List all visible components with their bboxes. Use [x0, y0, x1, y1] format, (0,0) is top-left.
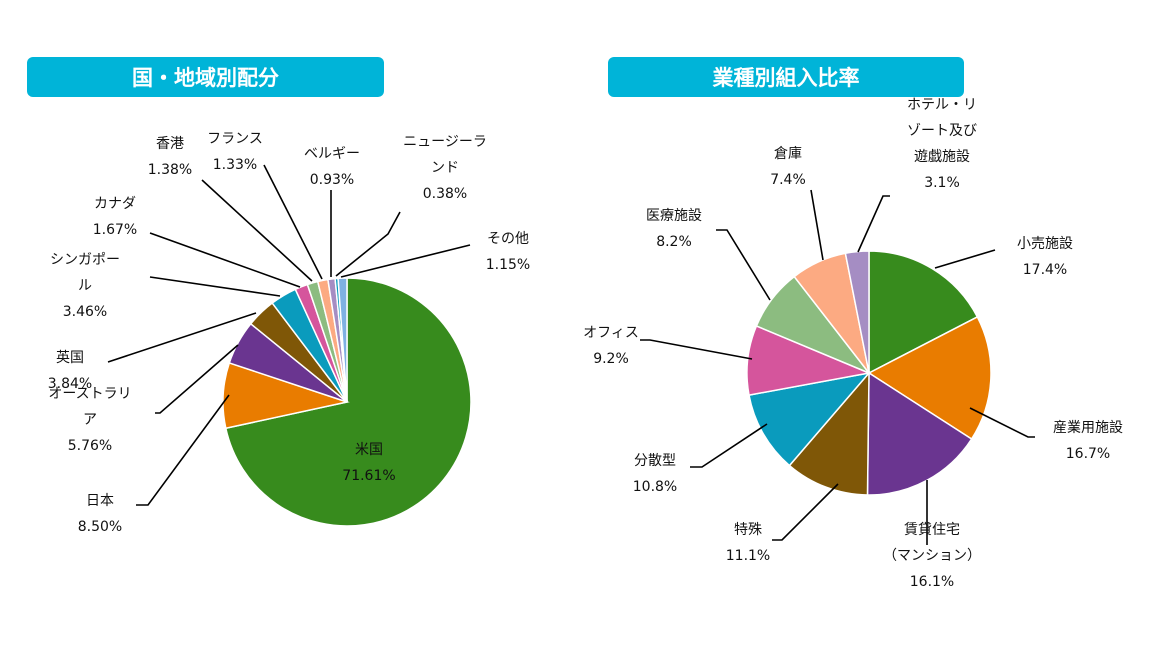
leader-line	[340, 244, 471, 278]
slice-label: ンド	[431, 160, 459, 176]
slice-label: 日本	[86, 493, 114, 509]
leader-line	[772, 483, 839, 541]
slice-label: ル	[78, 278, 92, 294]
leader-line	[857, 195, 890, 253]
slice-label: ホテル・リ	[907, 97, 977, 113]
slice-value-label: 16.1%	[910, 574, 954, 590]
slice-value-label: 7.4%	[770, 172, 806, 188]
slice-label: シンガポー	[50, 252, 120, 268]
slice-value-label: 11.1%	[726, 548, 770, 564]
leader-line	[690, 423, 768, 468]
slice-label: オフィス	[583, 325, 639, 341]
chart-title-region: 国・地域別配分	[27, 57, 384, 97]
leader-line	[934, 249, 996, 269]
slice-label: 遊戯施設	[914, 149, 970, 165]
slice-label: ゾート及び	[907, 123, 977, 139]
slice-value-label: 9.2%	[593, 351, 629, 367]
slice-value-label: 8.50%	[78, 519, 122, 535]
leader-line	[263, 164, 323, 280]
pie-slice	[868, 250, 979, 375]
slice-value-label: 0.93%	[310, 172, 354, 188]
leader-line	[201, 179, 313, 282]
slice-label: カナダ	[94, 196, 136, 212]
slice-value-label: 5.76%	[68, 438, 112, 454]
slice-value-label: 3.84%	[48, 376, 92, 392]
leader-line	[640, 339, 753, 360]
slice-value-label: 71.61%	[342, 468, 395, 484]
slice-label: ベルギー	[304, 146, 360, 162]
leader-line	[136, 394, 230, 506]
slice-value-label: 1.33%	[213, 157, 257, 173]
slice-label: 特殊	[734, 522, 762, 538]
slice-label: 医療施設	[646, 207, 702, 224]
slice-value-label: 1.38%	[148, 162, 192, 178]
slice-label: ア	[83, 412, 97, 428]
pie-slice	[867, 315, 992, 441]
pie-slice	[337, 277, 348, 403]
slice-label: 分散型	[634, 453, 676, 469]
leader-line	[335, 211, 401, 277]
slice-label: 産業用施設	[1053, 420, 1123, 436]
pie-slice	[748, 371, 871, 467]
slice-label: フランス	[207, 131, 263, 147]
slice-label: 賃貸住宅	[904, 522, 960, 538]
leader-line	[810, 189, 824, 261]
slice-value-label: 3.1%	[924, 175, 960, 191]
slice-value-label: 16.7%	[1066, 446, 1110, 462]
slice-label: ニュージーラ	[403, 134, 487, 150]
slice-label: 香港	[156, 136, 184, 152]
slice-value-label: 8.2%	[656, 234, 692, 250]
slice-label: 小売施設	[1017, 236, 1073, 252]
slice-value-label: 0.38%	[423, 186, 467, 202]
leader-line	[149, 232, 301, 288]
pie-slice	[844, 250, 870, 374]
chart-title-sector: 業種別組入比率	[608, 57, 964, 97]
slice-label: その他	[487, 231, 529, 247]
slice-label: （マンション）	[883, 548, 981, 564]
slice-value-label: 3.46%	[63, 304, 107, 320]
slice-label: 倉庫	[774, 145, 802, 162]
leader-line	[155, 344, 239, 414]
slice-value-label: 17.4%	[1023, 262, 1067, 278]
leader-line	[716, 229, 771, 301]
slice-value-label: 1.67%	[93, 222, 137, 238]
leader-line	[969, 407, 1035, 438]
leader-line	[149, 276, 281, 297]
pie-slice	[788, 370, 870, 496]
slice-value-label: 1.15%	[486, 257, 530, 273]
slice-label: 英国	[56, 349, 84, 366]
slice-label: オーストラリ	[48, 386, 131, 402]
leader-line	[107, 312, 257, 363]
slice-value-label: 10.8%	[633, 479, 677, 495]
slice-label: 米国	[355, 442, 383, 458]
